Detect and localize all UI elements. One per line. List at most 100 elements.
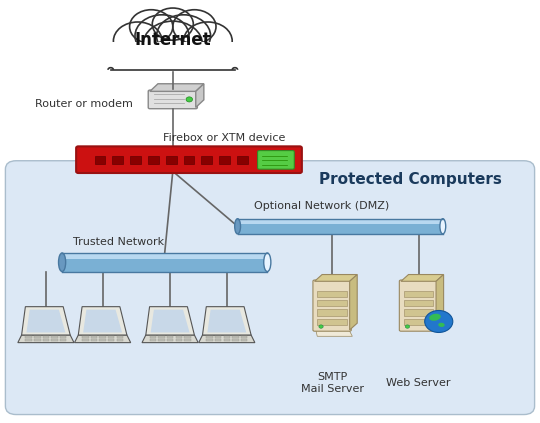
Bar	[404, 319, 434, 325]
Polygon shape	[207, 310, 246, 332]
Bar	[117, 336, 123, 338]
Polygon shape	[199, 335, 255, 343]
Bar	[99, 339, 106, 341]
Bar	[99, 336, 106, 338]
Ellipse shape	[264, 253, 271, 272]
FancyBboxPatch shape	[400, 280, 438, 331]
Bar	[166, 157, 177, 164]
Polygon shape	[22, 307, 70, 335]
Bar	[404, 309, 434, 316]
Bar	[241, 336, 247, 338]
Bar	[167, 336, 173, 338]
Bar	[215, 339, 221, 341]
Bar	[206, 339, 213, 341]
Circle shape	[135, 15, 189, 57]
Circle shape	[405, 325, 410, 328]
Circle shape	[152, 8, 193, 40]
Bar	[62, 253, 267, 272]
Bar	[91, 336, 97, 338]
Bar	[108, 339, 114, 341]
Circle shape	[173, 10, 216, 44]
Text: Firebox or XTM device: Firebox or XTM device	[163, 133, 285, 143]
Circle shape	[157, 15, 211, 57]
Bar	[25, 336, 32, 338]
Text: Protected Computers: Protected Computers	[319, 172, 502, 187]
Bar	[150, 339, 156, 341]
Ellipse shape	[235, 219, 240, 234]
Bar	[238, 219, 443, 234]
Bar	[215, 336, 221, 338]
Text: SMTP
Mail Server: SMTP Mail Server	[301, 372, 363, 394]
Bar	[232, 339, 239, 341]
Text: Trusted Network: Trusted Network	[73, 237, 164, 247]
Bar	[130, 157, 141, 164]
Polygon shape	[151, 310, 190, 332]
Bar	[224, 336, 230, 338]
Bar	[112, 157, 123, 164]
Text: Optional Network (DMZ): Optional Network (DMZ)	[254, 201, 389, 211]
FancyBboxPatch shape	[5, 161, 535, 415]
Circle shape	[186, 97, 192, 102]
Polygon shape	[75, 335, 131, 343]
Polygon shape	[146, 307, 194, 335]
Bar	[150, 336, 156, 338]
Circle shape	[113, 22, 162, 60]
Bar	[43, 339, 49, 341]
Bar	[167, 339, 173, 341]
Polygon shape	[315, 329, 352, 336]
Bar	[318, 319, 347, 325]
FancyBboxPatch shape	[76, 146, 302, 173]
Bar	[108, 336, 114, 338]
Bar	[25, 339, 32, 341]
Ellipse shape	[429, 314, 441, 321]
Polygon shape	[195, 84, 204, 107]
Polygon shape	[436, 275, 444, 330]
Bar	[62, 254, 267, 259]
Circle shape	[130, 10, 173, 44]
Ellipse shape	[440, 219, 445, 234]
Bar	[34, 336, 40, 338]
Bar	[224, 339, 230, 341]
Polygon shape	[18, 335, 74, 343]
Polygon shape	[83, 310, 122, 332]
Bar	[94, 157, 105, 164]
Text: Web Server: Web Server	[386, 378, 451, 388]
Bar	[201, 157, 212, 164]
Bar	[232, 336, 239, 338]
Bar	[241, 339, 247, 341]
Bar	[82, 339, 89, 341]
Polygon shape	[202, 307, 251, 335]
Bar	[91, 339, 97, 341]
Bar	[111, 42, 235, 70]
Bar	[158, 336, 165, 338]
Bar	[184, 336, 191, 338]
Bar	[238, 220, 443, 224]
Bar	[318, 300, 347, 306]
Ellipse shape	[58, 253, 66, 272]
Polygon shape	[142, 335, 198, 343]
Polygon shape	[150, 84, 204, 91]
Text: Router or modem: Router or modem	[35, 99, 133, 109]
Bar	[34, 339, 40, 341]
Bar	[206, 336, 213, 338]
Polygon shape	[26, 310, 65, 332]
Circle shape	[424, 310, 453, 332]
Polygon shape	[78, 307, 127, 335]
Bar	[219, 157, 230, 164]
Bar	[176, 336, 182, 338]
Bar	[237, 157, 248, 164]
Bar	[60, 339, 66, 341]
Bar	[51, 339, 58, 341]
Polygon shape	[350, 275, 357, 330]
FancyBboxPatch shape	[148, 90, 198, 109]
FancyBboxPatch shape	[313, 280, 352, 331]
Bar	[318, 309, 347, 316]
Bar	[318, 291, 347, 297]
Circle shape	[143, 21, 202, 68]
Bar	[117, 339, 123, 341]
Bar	[404, 300, 434, 306]
Bar	[51, 336, 58, 338]
FancyBboxPatch shape	[258, 151, 294, 169]
Bar	[158, 339, 165, 341]
Bar	[43, 336, 49, 338]
